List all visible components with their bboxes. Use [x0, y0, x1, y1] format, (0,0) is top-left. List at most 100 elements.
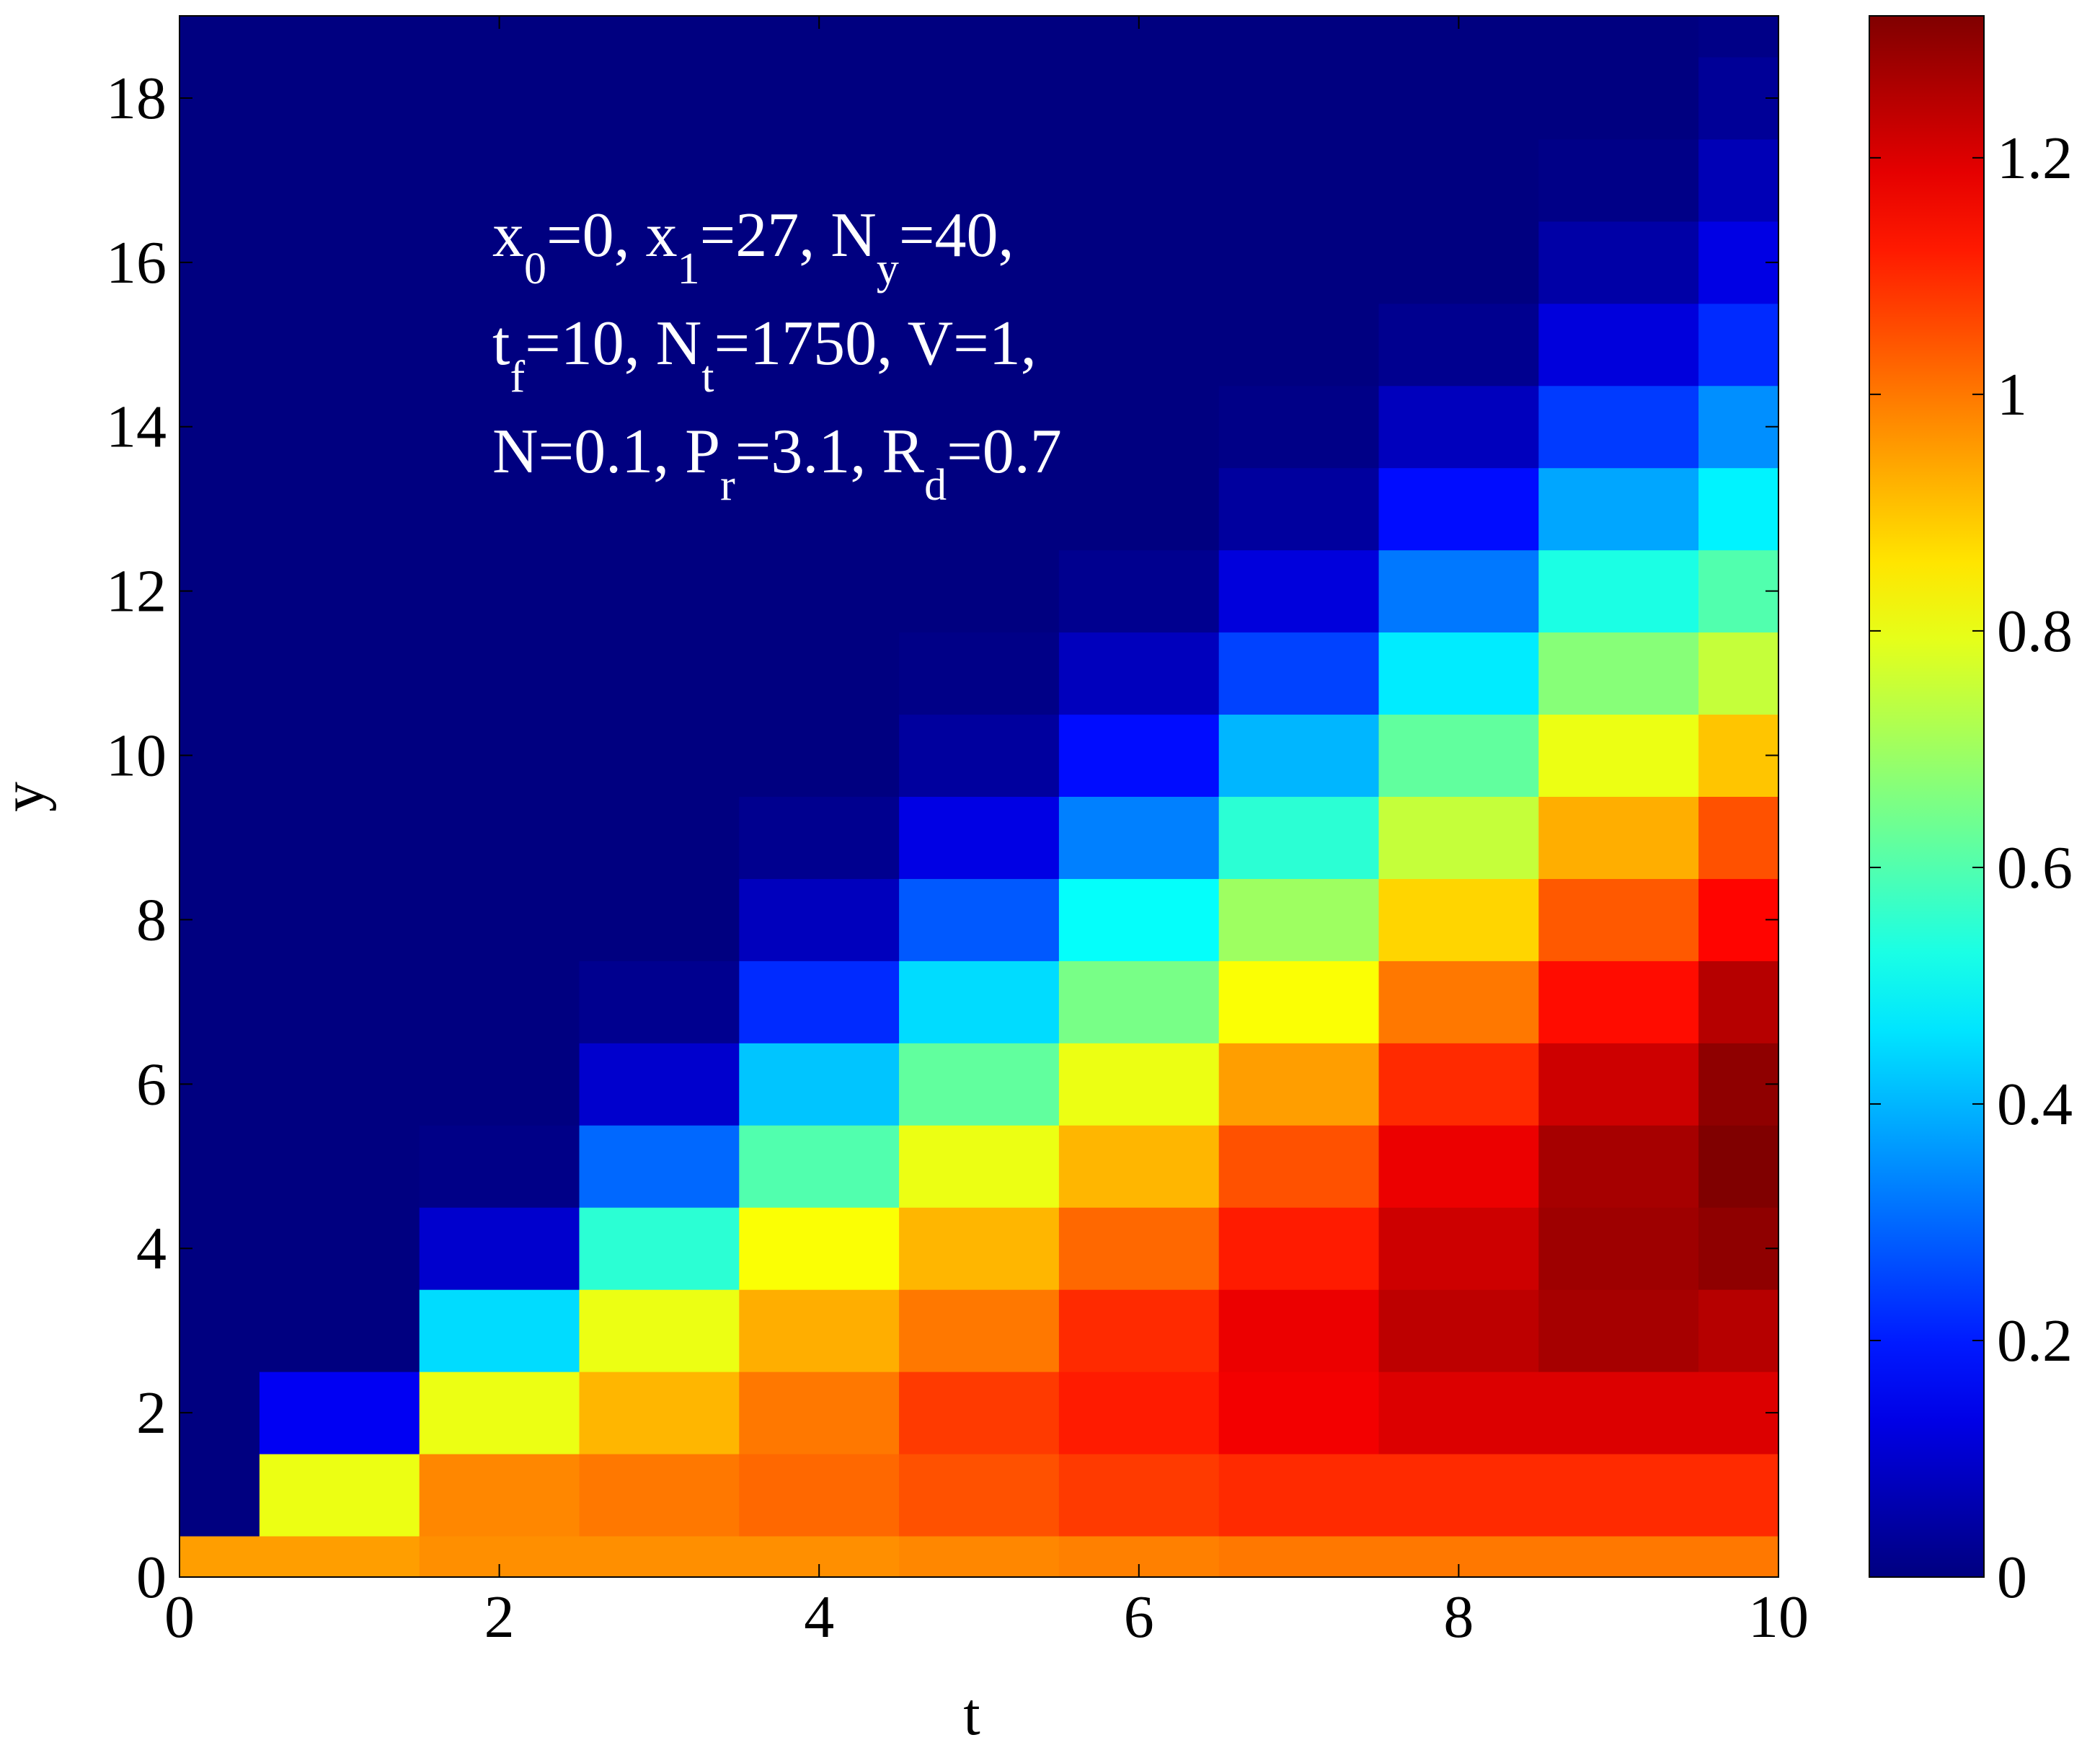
- heat-cell: [180, 1043, 260, 1126]
- heat-cell: [1698, 138, 1778, 222]
- heat-cell: [579, 56, 740, 140]
- x-tick-label: 10: [1748, 1584, 1809, 1651]
- heat-cell: [899, 385, 1060, 469]
- heat-cell: [1058, 1372, 1220, 1454]
- heat-cell: [180, 16, 260, 58]
- heat-cell: [1538, 16, 1699, 58]
- heat-cell: [1218, 138, 1379, 222]
- heat-cell: [1218, 1289, 1379, 1372]
- heat-cell: [1378, 385, 1539, 469]
- heat-cell: [579, 1207, 740, 1290]
- heat-cell: [739, 303, 900, 387]
- heat-cell: [419, 796, 580, 879]
- y-tick-label: 14: [106, 394, 167, 461]
- heat-cell: [419, 714, 580, 797]
- heat-cell: [1538, 385, 1699, 469]
- heat-cell: [1698, 16, 1778, 58]
- heat-cell: [1378, 878, 1539, 961]
- heat-cell: [1378, 714, 1539, 797]
- heat-cell: [180, 1454, 260, 1537]
- heat-cell: [1538, 714, 1699, 797]
- heat-cell: [579, 16, 740, 58]
- heat-cell: [259, 467, 420, 551]
- heat-cell: [1218, 632, 1379, 715]
- heat-cell: [419, 878, 580, 961]
- heat-cell: [259, 1454, 420, 1537]
- y-tick-label: 2: [136, 1379, 167, 1447]
- heat-cell: [419, 138, 580, 222]
- heat-cell: [579, 1536, 740, 1577]
- heat-cell: [1378, 1289, 1539, 1372]
- y-tick-label: 18: [106, 65, 167, 132]
- heat-cell: [259, 1043, 420, 1126]
- y-tick-label: 12: [106, 558, 167, 625]
- annotation: N=0.1, Pr=3.1, Rd=0.7: [492, 417, 1062, 510]
- heat-cell: [1538, 1372, 1699, 1454]
- axes: 0 2 4 6 8 1002468101214161800.20.40.60.811.2x…: [106, 15, 2073, 1651]
- heat-cell: [579, 796, 740, 879]
- heat-cell: [419, 961, 580, 1043]
- heat-cell: [1058, 221, 1220, 304]
- x-tick-label: 0: [164, 1584, 195, 1651]
- heat-cell: [180, 549, 260, 633]
- heat-cell: [1058, 1207, 1220, 1290]
- heat-cell: [419, 1043, 580, 1126]
- annotation-text: =3.1, R: [735, 417, 925, 487]
- heat-cell: [899, 714, 1060, 797]
- heat-cell: [419, 56, 580, 140]
- heat-cell: [1698, 714, 1778, 797]
- heat-cell: [579, 1454, 740, 1537]
- y-tick-label: 0: [136, 1544, 167, 1611]
- heat-cell: [899, 961, 1060, 1043]
- heat-cell: [1538, 1207, 1699, 1290]
- heat-cell: [1538, 1125, 1699, 1208]
- heat-cell: [1218, 1536, 1379, 1577]
- heat-cell: [259, 714, 420, 797]
- heat-cell: [180, 632, 260, 715]
- heat-cell: [1058, 1454, 1220, 1537]
- heat-cell: [1058, 549, 1220, 633]
- heat-cell: [1538, 1536, 1699, 1577]
- heat-cell: [1698, 1454, 1778, 1537]
- heat-cell: [1538, 1454, 1699, 1537]
- heat-cell: [419, 385, 580, 469]
- annotation-text: =40,: [899, 200, 1014, 270]
- heat-cell: [419, 1372, 580, 1454]
- heat-cell: [419, 1289, 580, 1372]
- heat-cell: [259, 221, 420, 304]
- heat-cell: [1218, 385, 1379, 469]
- heat-cell: [1698, 632, 1778, 715]
- heat-cell: [739, 796, 900, 879]
- annotation-text: =10, N: [525, 309, 701, 379]
- y-tick-label: 10: [106, 723, 167, 790]
- annotation: x0=0, x1=27, Ny=40,: [492, 200, 1014, 293]
- heat-cell: [739, 1207, 900, 1290]
- heat-cell: [739, 1454, 900, 1537]
- heat-cell: [259, 549, 420, 633]
- heat-cell: [1538, 549, 1699, 633]
- heat-cell: [259, 1207, 420, 1290]
- heat-cell: [259, 796, 420, 879]
- heat-cell: [899, 303, 1060, 387]
- annotation-text: =0.7: [947, 417, 1062, 487]
- heat-cell: [899, 632, 1060, 715]
- annotation-text: =27, N: [700, 200, 877, 270]
- annotation-text: =1750, V=1,: [714, 309, 1037, 379]
- heat-cell: [1698, 1536, 1778, 1577]
- heat-cell: [739, 138, 900, 222]
- heat-cell: [899, 549, 1060, 633]
- heat-cell: [1218, 1372, 1379, 1454]
- heat-cell: [1058, 385, 1220, 469]
- heat-cell: [1378, 303, 1539, 387]
- heat-cell: [180, 961, 260, 1043]
- heat-cell: [1538, 961, 1699, 1043]
- annotation-subscript: f: [510, 353, 525, 402]
- colorbar-tick-label: 0.8: [1997, 598, 2073, 665]
- heat-cell: [1378, 632, 1539, 715]
- heat-cell: [1218, 961, 1379, 1043]
- heat-cell: [180, 138, 260, 222]
- heat-cell: [419, 549, 580, 633]
- heat-cell: [1058, 632, 1220, 715]
- y-tick-label: 8: [136, 886, 167, 953]
